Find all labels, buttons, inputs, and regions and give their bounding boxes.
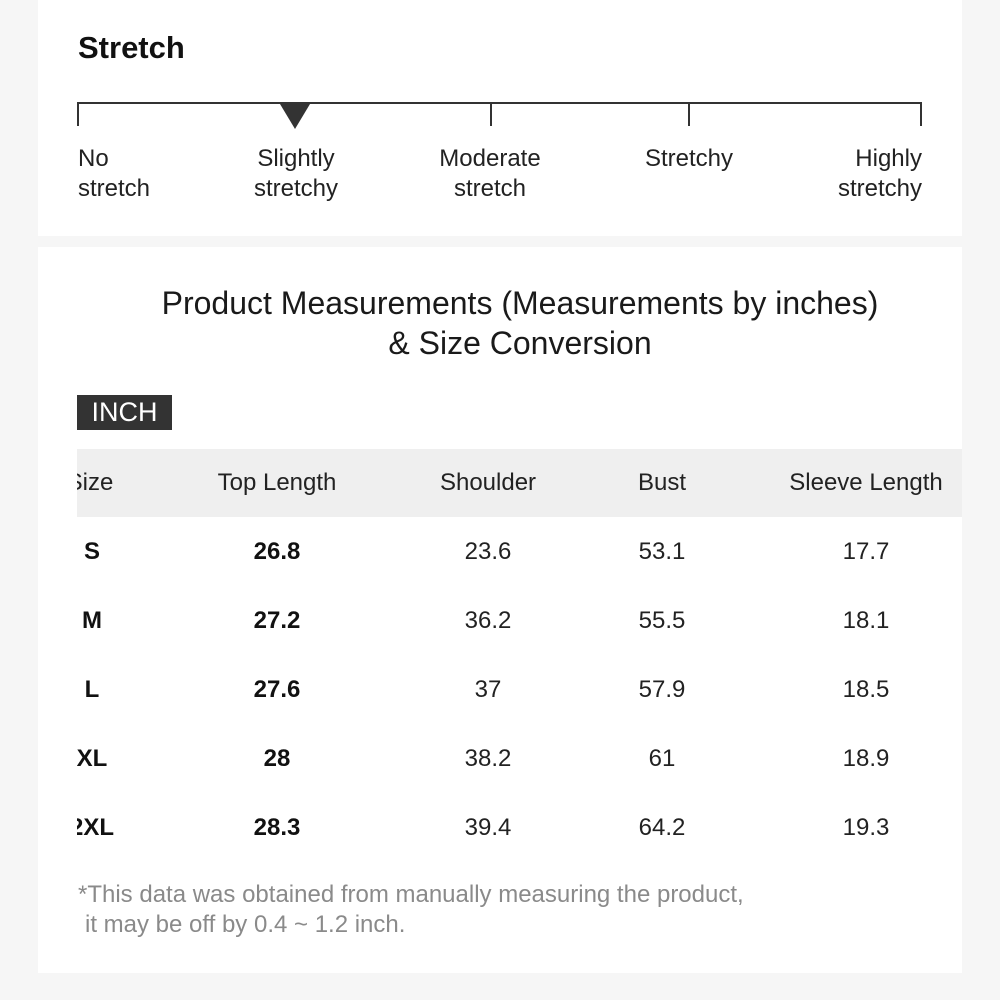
- shoulder-cell: 36.2: [464, 607, 512, 634]
- shoulder-cell: 38.2: [464, 745, 512, 772]
- stretch-label-slightly-stretchy: Slightly stretchy: [253, 145, 339, 202]
- shoulder-cell: 23.6: [464, 538, 512, 565]
- top-length-cell: 28: [263, 745, 291, 772]
- size-cell: 2XL: [77, 814, 115, 841]
- bust-cell: 61: [648, 745, 676, 772]
- table-row: XL 28 38.2 61 18.9: [77, 724, 962, 793]
- bust-cell: 64.2: [638, 814, 686, 841]
- measurements-heading: Product Measurements (Measurements by in…: [161, 285, 879, 361]
- size-table: Size Top Length Shoulder Bust Sleeve Len…: [77, 449, 962, 864]
- table-row: L 27.6 37 57.9 18.5: [77, 655, 962, 724]
- stretch-scale-tick: [490, 102, 492, 126]
- column-header-bust: Bust: [637, 469, 687, 496]
- column-header-sleeve-length: Sleeve Length: [789, 469, 943, 496]
- top-length-cell: 27.6: [253, 676, 301, 703]
- measurement-disclaimer: *This data was obtained from manually me…: [78, 880, 744, 940]
- stretch-scale-line: [77, 102, 922, 104]
- bust-cell: 53.1: [638, 538, 686, 565]
- disclaimer-line-1: *This data was obtained from manually me…: [78, 881, 744, 908]
- table-header-row: Size Top Length Shoulder Bust Sleeve Len…: [77, 449, 962, 517]
- stretch-label-no-stretch: No stretch: [78, 145, 151, 202]
- stretch-scale-tick: [920, 102, 922, 126]
- table-row: S 26.8 23.6 53.1 17.7: [77, 517, 962, 586]
- unit-badge: INCH: [77, 395, 172, 430]
- shoulder-cell: 39.4: [464, 814, 512, 841]
- size-cell: L: [84, 676, 100, 703]
- stretch-label-moderate-stretch: Moderate stretch: [439, 145, 541, 202]
- sleeve-length-cell: 18.9: [842, 745, 890, 772]
- table-row: M 27.2 36.2 55.5 18.1: [77, 586, 962, 655]
- top-length-cell: 28.3: [253, 814, 301, 841]
- sleeve-length-cell: 19.3: [842, 814, 890, 841]
- measurements-card: [38, 247, 962, 973]
- top-length-cell: 27.2: [253, 607, 301, 634]
- stretch-scale-tick: [77, 102, 79, 126]
- top-length-cell: 26.8: [253, 538, 301, 565]
- sleeve-length-cell: 18.1: [842, 607, 890, 634]
- size-cell: XL: [77, 745, 108, 772]
- stretch-card: [38, 0, 962, 236]
- column-header-top-length: Top Length: [217, 469, 337, 496]
- size-cell: M: [82, 607, 102, 634]
- stretch-scale-tick: [688, 102, 690, 126]
- sleeve-length-cell: 18.5: [842, 676, 890, 703]
- table-row: 2XL 28.3 39.4 64.2 19.3: [77, 793, 962, 862]
- bust-cell: 55.5: [638, 607, 686, 634]
- column-header-shoulder: Shoulder: [439, 469, 537, 496]
- stretch-level-marker: [280, 104, 310, 129]
- sleeve-length-cell: 17.7: [842, 538, 890, 565]
- column-header-size: Size: [77, 469, 114, 496]
- stretch-title: Stretch: [78, 30, 185, 65]
- stretch-label-stretchy: Stretchy: [644, 145, 734, 172]
- size-cell: S: [83, 538, 101, 565]
- bust-cell: 57.9: [638, 676, 686, 703]
- shoulder-cell: 37: [474, 676, 502, 703]
- stretch-label-highly-stretchy: Highly stretchy: [837, 145, 922, 202]
- disclaimer-line-2: it may be off by 0.4 ~ 1.2 inch.: [85, 911, 406, 938]
